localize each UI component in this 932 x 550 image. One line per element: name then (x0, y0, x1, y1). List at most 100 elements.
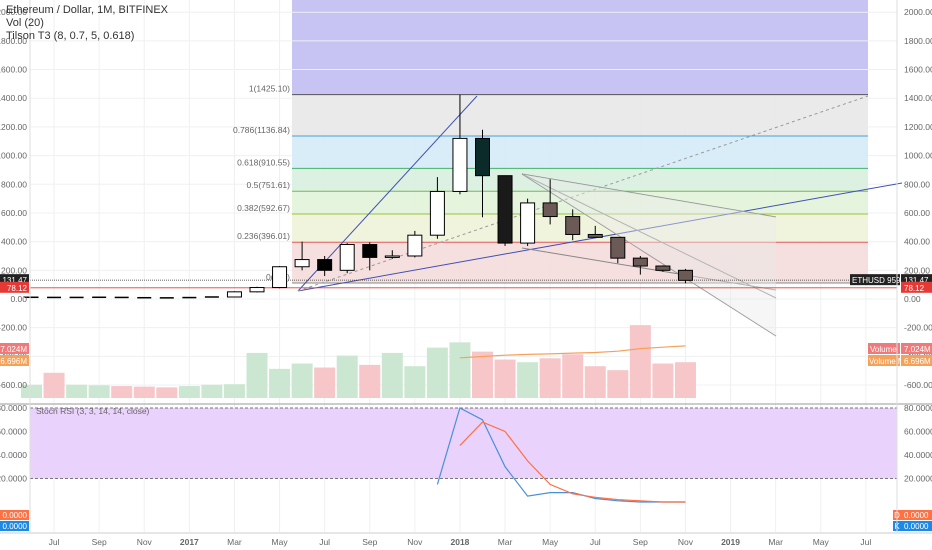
volume-bar (336, 355, 358, 398)
fan-line (521, 173, 777, 337)
price-axis-label-right: -200.00 (904, 323, 932, 333)
volume-ma-tag-left (0, 355, 29, 366)
volume-tag-left (0, 343, 29, 354)
volume-bar (517, 362, 539, 398)
rsi-title: Stoch RSI (3, 3, 14, 14, close) (36, 406, 150, 416)
price-axis-label-left: -200.00 (0, 323, 27, 333)
price-axis-label-left: 800.00 (1, 179, 27, 189)
price-axis-label-left: 1200.00 (0, 122, 27, 132)
volume-bar (269, 368, 291, 398)
candle (294, 259, 310, 268)
fib-band (292, 135, 868, 169)
price-axis-label-left: 1800.00 (0, 36, 27, 46)
volume-ma-value-left: 6.696M (0, 357, 27, 366)
time-axis-label: Mar (498, 537, 513, 547)
t3-value-right: 78.12 (904, 284, 925, 293)
rsi-axis-label-left: 40.0000 (0, 450, 27, 460)
volume-bar (404, 366, 426, 398)
fib-band (292, 168, 868, 192)
volume-bar (607, 370, 629, 398)
volume-ma-value-right: 6.696M (904, 357, 931, 366)
symbol-tag-right (850, 274, 900, 286)
t3-tag-right (901, 281, 932, 293)
candle (429, 190, 445, 236)
price-axis-label-left: 1000.00 (0, 151, 27, 161)
volume-name-label: Volume (870, 345, 897, 354)
volume-ma-name-tag (868, 355, 900, 366)
price-axis-label-left: 1600.00 (0, 65, 27, 75)
price-axis-label-right: 0.00 (904, 294, 921, 304)
rsi-axis-label-right: 60.0000 (904, 427, 932, 437)
price-axis-label-right: 200.00 (904, 265, 930, 275)
fib-label: 1(1425.10) (249, 84, 290, 94)
time-axis-label: Nov (137, 537, 153, 547)
tilson-indicator-label: Tilson T3 (8, 0.7, 5, 0.618) (6, 30, 135, 42)
candle (226, 291, 242, 298)
t3-value-left: 78.12 (7, 284, 28, 293)
candle (272, 266, 288, 289)
t3-tag-left (0, 281, 29, 293)
candle (565, 216, 581, 235)
rsi-k-tag-left (0, 521, 29, 531)
time-axis-label: Sep (92, 537, 107, 547)
time-axis-label: Nov (407, 537, 423, 547)
candle (542, 202, 558, 218)
price-axis-label-right: -600.00 (904, 380, 932, 390)
candle (520, 202, 536, 244)
price-axis-label-right: 600.00 (904, 208, 930, 218)
price-axis-label-left: -600.00 (0, 380, 27, 390)
volume-bar (494, 359, 516, 398)
rsi-axis-label-right: 20.0000 (904, 474, 932, 484)
rsi-k-value-right: 0.0000 (904, 522, 929, 531)
volume-bar (314, 367, 336, 398)
time-axis-label: May (272, 537, 289, 547)
candle (249, 287, 265, 293)
rsi-d-value-right: 0.0000 (904, 511, 929, 520)
fib-zone-top (292, 0, 868, 95)
volume-bar (584, 366, 606, 398)
rsi-d-tag-left (0, 510, 29, 520)
last-price-tag-right (901, 274, 932, 286)
time-axis-label: Sep (633, 537, 648, 547)
rsi-axis-label-left: 60.0000 (0, 427, 27, 437)
price-axis-label-left: 200.00 (1, 265, 27, 275)
time-axis-label: Mar (768, 537, 783, 547)
price-axis-label-right: 1200.00 (904, 122, 932, 132)
volume-bar (223, 384, 245, 398)
candle (655, 265, 671, 271)
volume-name-tag (868, 343, 900, 354)
volume-indicator-label: Vol (20) (6, 17, 44, 29)
volume-bar (449, 342, 471, 398)
last-price-value-right: 131.47 (904, 276, 929, 285)
fib-label: 0.786(1136.84) (233, 125, 290, 135)
price-axis-label-right: 400.00 (904, 237, 930, 247)
volume-bar (178, 386, 200, 398)
rsi-axis-label-left: 80.0000 (0, 403, 27, 413)
fib-label: 0.5(751.61) (247, 180, 291, 190)
time-axis-label: 2018 (450, 537, 469, 547)
volume-ma-name-label: Volume MA (869, 357, 911, 366)
time-axis-label: Jul (590, 537, 601, 547)
volume-bar (111, 386, 133, 398)
volume-bar (21, 384, 42, 398)
time-axis-label: Jul (49, 537, 60, 547)
volume-bar (539, 358, 561, 398)
rsi-axis-label-right: 40.0000 (904, 450, 932, 460)
price-axis-label-left: 2000.00 (0, 7, 27, 17)
volume-bar (201, 384, 223, 398)
price-axis-label-right: 800.00 (904, 179, 930, 189)
candle (587, 233, 603, 238)
volume-bar (246, 352, 268, 398)
fib-label: 0.382(592.67) (237, 203, 290, 213)
price-axis-label-left: 400.00 (1, 237, 27, 247)
volume-bar (426, 347, 448, 398)
last-price-tag-left (0, 274, 29, 286)
fib-label: 0.236(396.01) (237, 231, 290, 241)
price-axis-label-right: 1800.00 (904, 36, 932, 46)
stoch-rsi-k-line (436, 407, 686, 503)
rsi-axis-label-right: 80.0000 (904, 403, 932, 413)
candle (362, 244, 378, 258)
candle (632, 257, 648, 267)
